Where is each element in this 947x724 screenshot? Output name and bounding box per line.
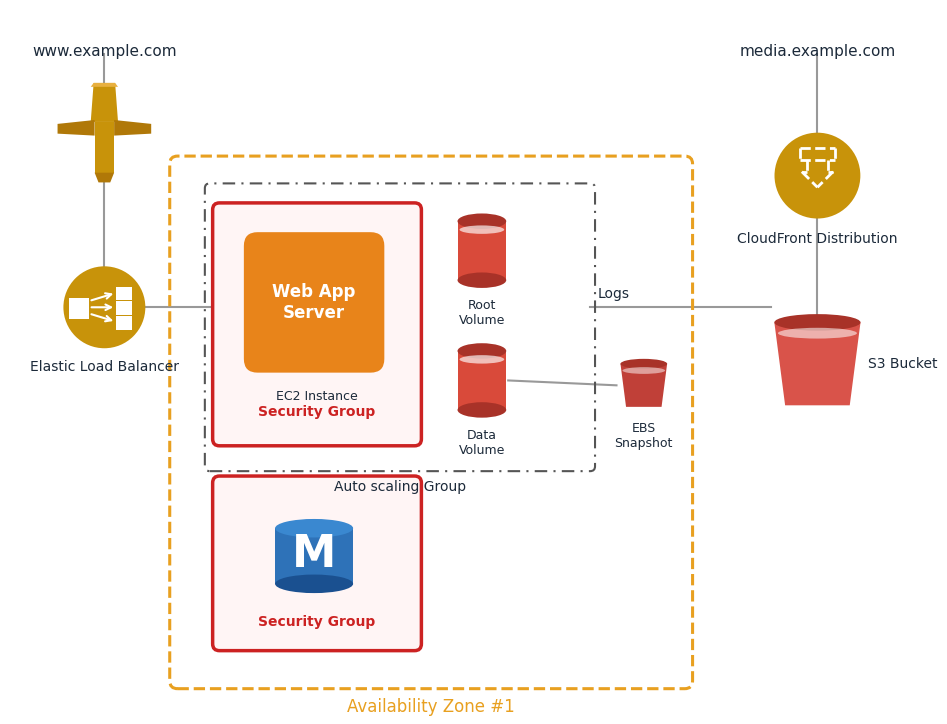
Polygon shape [91, 83, 118, 87]
Bar [275, 529, 353, 584]
Ellipse shape [459, 225, 504, 234]
Polygon shape [775, 322, 861, 405]
Polygon shape [95, 122, 115, 172]
Polygon shape [58, 120, 95, 135]
Ellipse shape [775, 314, 861, 331]
Text: CloudFront Distribution: CloudFront Distribution [737, 232, 898, 246]
Bar [457, 351, 507, 410]
Text: EBS
Snapshot: EBS Snapshot [615, 422, 673, 450]
Bar [116, 316, 132, 329]
Text: EC2 Instance: EC2 Instance [277, 390, 358, 403]
Ellipse shape [620, 359, 667, 369]
FancyBboxPatch shape [244, 232, 384, 373]
Text: Root
Volume: Root Volume [458, 300, 505, 327]
Text: Auto scaling Group: Auto scaling Group [334, 480, 466, 494]
Ellipse shape [622, 367, 665, 374]
Bar [116, 301, 132, 315]
Ellipse shape [275, 575, 353, 593]
Text: Elastic Load Balancer: Elastic Load Balancer [30, 360, 179, 374]
Ellipse shape [457, 272, 507, 288]
Text: Data
Volume: Data Volume [458, 429, 505, 458]
Circle shape [63, 266, 145, 348]
Text: Logs: Logs [598, 287, 630, 301]
Bar [457, 222, 507, 280]
FancyBboxPatch shape [213, 476, 421, 651]
Text: Web App
Server: Web App Server [273, 283, 356, 321]
Ellipse shape [275, 519, 353, 537]
Ellipse shape [777, 328, 857, 339]
Ellipse shape [459, 355, 504, 363]
Bar [69, 298, 89, 319]
Polygon shape [95, 172, 115, 182]
Text: Security Group: Security Group [259, 615, 376, 628]
Text: Security Group: Security Group [259, 405, 376, 418]
Ellipse shape [457, 343, 507, 358]
Text: media.example.com: media.example.com [740, 44, 896, 59]
Polygon shape [620, 363, 667, 407]
Ellipse shape [457, 403, 507, 418]
Ellipse shape [457, 214, 507, 229]
Bar [116, 287, 132, 300]
Text: S3 Bucket: S3 Bucket [868, 357, 938, 371]
Text: M: M [292, 533, 336, 576]
Text: Availability Zone #1: Availability Zone #1 [348, 699, 515, 717]
Polygon shape [91, 83, 118, 122]
FancyBboxPatch shape [213, 203, 421, 446]
Circle shape [775, 132, 861, 219]
Polygon shape [115, 120, 152, 135]
Text: www.example.com: www.example.com [32, 44, 177, 59]
